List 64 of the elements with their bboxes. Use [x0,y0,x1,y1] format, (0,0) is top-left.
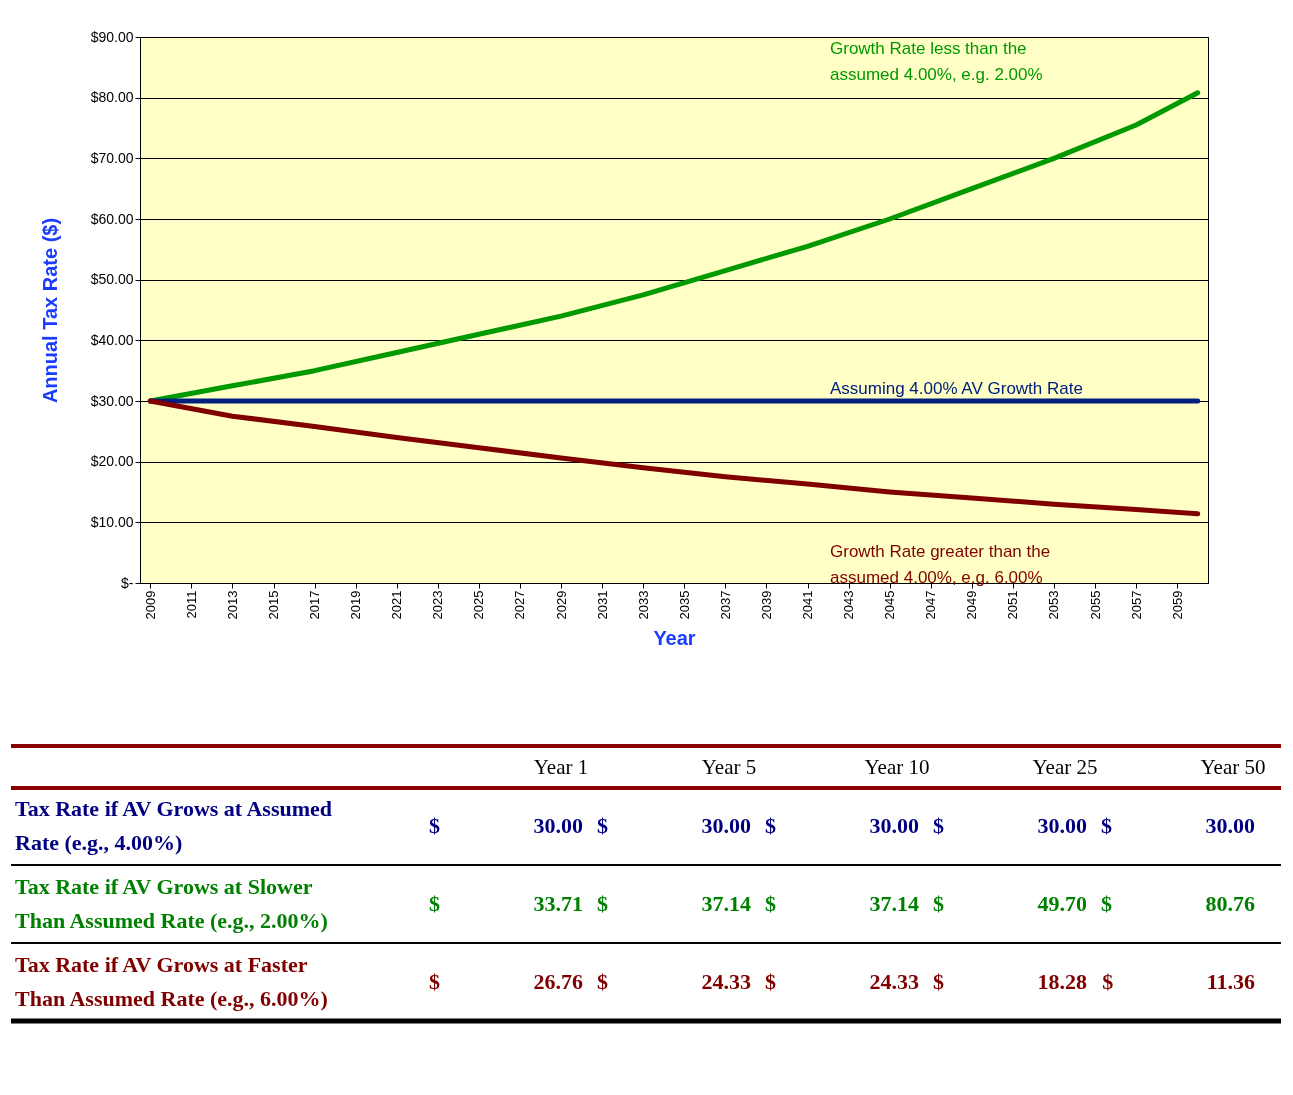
data-label: $ 30.00 [933,813,1087,838]
x-tick-label: 2023 [430,590,446,620]
y-tick-label: $70.00 [90,149,134,166]
x-tick-label: 2045 [882,590,898,620]
annotation: Growth Rate less than the assumed 4.00%, e.g. 2.00% [830,38,1043,84]
x-tick-label: 2057 [1128,590,1144,620]
y-tick-label: $- [121,574,134,591]
data-label: $ 80.76 [1101,891,1255,916]
category-label: Year 10 [864,755,930,779]
legend-label: Tax Rate if AV Grows at Faster Than Assumed Rate (e.g., 6.00%) [15,952,328,1011]
y-tick-label: $80.00 [90,89,134,106]
data-label: $ 49.70 [933,891,1087,916]
category-label: Year 50 [1200,755,1266,779]
data-label: $ 18.28 [933,969,1087,994]
x-tick-label: 2027 [512,590,528,620]
x-tick-label: 2021 [389,590,405,620]
x-tick-label: 2031 [594,590,610,620]
x-tick-label: 2037 [717,590,733,620]
data-label: $ 30.00 [1101,813,1255,838]
x-tick-label: 2053 [1046,590,1062,620]
x-tick-label: 2047 [923,590,939,620]
data-label: $ 30.00 [765,813,919,838]
category-label: Year 5 [701,755,757,779]
data-label: $ 26.76 [429,969,583,994]
y-tick-label: $90.00 [90,28,134,45]
y-tick-label: $30.00 [90,392,134,409]
x-tick-label: 2017 [307,590,323,620]
y-tick-label: $40.00 [90,331,134,348]
x-tick-label: 2025 [471,590,487,620]
data-label: $ 30.00 [429,813,583,838]
data-label: $ 37.14 [597,891,751,916]
data-label: $ 11.36 [1102,969,1255,994]
x-tick-label: 2051 [1005,590,1021,620]
x-tick-label: 2011 [183,590,199,619]
x-tick-label: 2043 [841,590,857,620]
x-tick-label: 2055 [1087,590,1103,620]
x-tick-label: 2015 [266,590,281,620]
x-tick-label: 2049 [964,590,980,620]
x-tick-label: 2039 [758,590,774,620]
x-tick-label: 2059 [1169,590,1185,620]
data-label: $ 24.33 [765,969,919,994]
category-label: Year 1 [533,755,589,779]
data-label: $ 33.71 [429,891,583,916]
x-tick-label: 2013 [224,590,240,620]
x-tick-label: 2041 [800,590,815,620]
y-tick-label: $60.00 [90,210,134,227]
data-label: $ 30.00 [597,813,751,838]
annotation: Growth Rate greater than the assumed 4.00%, e.g. 6.00% [830,541,1051,587]
y-axis-title: Annual Tax Rate ($) [38,217,61,404]
x-tick-label: 2029 [553,590,569,620]
y-tick-label: $10.00 [90,513,134,530]
x-tick-label: 2033 [635,590,651,620]
annotation: Assuming 4.00% AV Growth Rate [830,379,1083,398]
y-tick-label: $20.00 [90,453,134,470]
data-label: $ 24.33 [597,969,751,994]
x-tick-label: 2035 [676,590,692,620]
legend-label: Tax Rate if AV Grows at Slower Than Assumed Rate (e.g., 2.00%) [15,874,328,933]
legend-label: Tax Rate if AV Grows at Assumed Rate (e.g., 4.00%) [15,796,333,855]
x-axis-title: Year [653,627,696,650]
category-label: Year 25 [1032,755,1098,779]
data-label: $ 37.14 [765,891,919,916]
x-tick-label: 2009 [142,590,158,620]
x-tick-label: 2019 [348,590,364,620]
y-tick-label: $50.00 [90,271,134,288]
